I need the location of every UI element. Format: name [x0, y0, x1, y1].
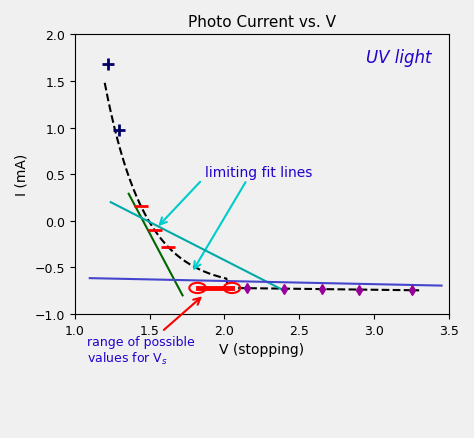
Text: limiting fit lines: limiting fit lines: [205, 166, 312, 180]
Text: range of possible
values for V$_s$: range of possible values for V$_s$: [87, 298, 201, 366]
Title: Photo Current vs. V: Photo Current vs. V: [188, 15, 336, 30]
X-axis label: V (stopping): V (stopping): [219, 343, 304, 357]
Y-axis label: I (mA): I (mA): [15, 154, 29, 196]
Text: UV light: UV light: [365, 49, 431, 67]
